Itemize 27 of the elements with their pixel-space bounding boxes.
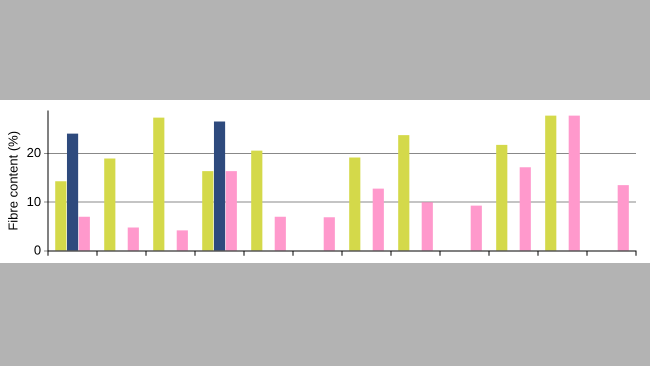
bar bbox=[568, 116, 580, 250]
bar bbox=[104, 158, 116, 250]
bar bbox=[55, 181, 66, 250]
bar bbox=[226, 171, 237, 250]
bar bbox=[349, 157, 360, 250]
bar bbox=[520, 167, 531, 250]
bar bbox=[545, 116, 556, 250]
bar bbox=[398, 135, 410, 250]
bar bbox=[176, 230, 188, 250]
bar bbox=[372, 188, 384, 250]
y-tick-label: 10 bbox=[26, 194, 42, 209]
bar bbox=[202, 171, 214, 250]
bar bbox=[78, 216, 90, 250]
bar bbox=[618, 185, 629, 250]
y-tick-label: 20 bbox=[26, 145, 42, 160]
y-tick-label: 0 bbox=[34, 242, 42, 258]
bar bbox=[66, 134, 78, 250]
bar bbox=[251, 150, 262, 250]
bar bbox=[422, 202, 433, 250]
bar bbox=[153, 118, 164, 250]
bar bbox=[128, 227, 139, 250]
bar bbox=[214, 121, 226, 250]
bar bbox=[496, 144, 508, 250]
y-axis-title: Fibre content (%) bbox=[5, 130, 20, 231]
bar bbox=[470, 206, 482, 250]
bar bbox=[274, 216, 286, 250]
bar bbox=[324, 217, 335, 250]
